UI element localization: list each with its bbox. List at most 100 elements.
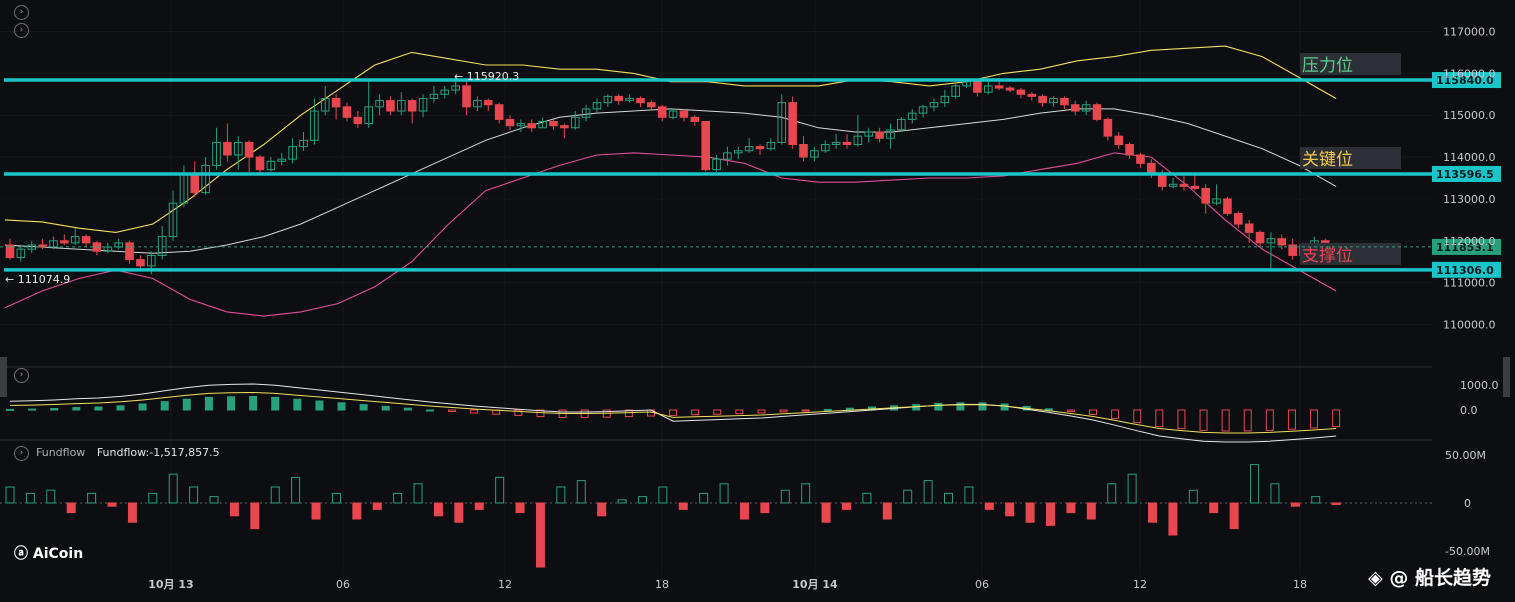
candle-body (310, 110, 319, 141)
chevron-right-icon[interactable]: › (14, 23, 29, 38)
candle-body (625, 97, 634, 102)
macd-bar (735, 409, 744, 415)
left-scroll-handle[interactable] (0, 357, 7, 397)
candle-body (603, 95, 613, 104)
candle-body (712, 158, 721, 171)
aicoin-logo: ⓐ AiCoin (14, 543, 83, 563)
candle-body (255, 156, 265, 171)
macd-tick-label: 0.0 (1460, 404, 1478, 417)
fundflow-tick-label: 0 (1464, 497, 1471, 510)
aicoin-logo-icon: ⓐ (14, 546, 28, 562)
macd-bar (801, 409, 810, 412)
candle-body (614, 95, 624, 102)
fundflow-bar (433, 502, 443, 517)
right-scroll-handle[interactable] (1503, 357, 1510, 397)
candle-body (875, 131, 884, 139)
chevron-right-icon[interactable]: › (14, 5, 29, 20)
macd-bar (315, 400, 324, 411)
candle-body (386, 100, 395, 112)
candle-body (994, 85, 1004, 89)
candle-body (570, 116, 580, 129)
fundflow-bar (903, 489, 913, 504)
candle-body (483, 100, 493, 106)
candle-body (212, 141, 221, 166)
candle-body (581, 108, 591, 118)
macd-bar (1332, 409, 1341, 427)
candle-body (60, 240, 69, 244)
zone-label-box (1300, 146, 1401, 169)
collapse-icon[interactable]: › (14, 446, 29, 461)
macd-bar (403, 407, 412, 411)
fundflow-bar (1188, 489, 1198, 504)
fundflow-bar (617, 499, 627, 504)
fundflow-bar (1107, 483, 1117, 504)
macd-bar (204, 396, 213, 411)
zone-label-box (1300, 53, 1401, 76)
level-tag (1432, 261, 1501, 278)
fundflow-bar (801, 483, 811, 504)
candle-body (1070, 104, 1080, 112)
candle-body (375, 100, 384, 108)
macd-bar (94, 406, 103, 411)
candle-body (527, 123, 537, 129)
candle-body (299, 139, 308, 148)
macd-bar (160, 401, 169, 411)
candle-body (1125, 144, 1134, 156)
fundflow-bar (678, 502, 688, 510)
time-axis[interactable]: 10月 13 06 12 18 10月 14 06 12 18 (148, 578, 1307, 591)
time-tick-label: 12 (1133, 578, 1147, 591)
macd-bar (28, 408, 37, 411)
current-price-tag (1432, 238, 1501, 255)
macd-tick-label: 1000.0 (1460, 379, 1499, 392)
fundflow-bar (964, 486, 974, 504)
price-axis[interactable]: 117000.0 116000.0 115000.0 114000.0 113000.0… (1443, 26, 1499, 559)
fundflow-bar (739, 502, 749, 520)
fundflow-bar (1066, 502, 1076, 514)
level-tag-text: 115840.0 (1436, 74, 1494, 87)
candle-body (886, 129, 895, 139)
macd-bar (823, 408, 832, 411)
fundflow-bar (168, 473, 178, 504)
candle-body (114, 242, 124, 248)
fundflow-bar (637, 496, 647, 504)
candle-body (766, 141, 776, 150)
candle-body (810, 150, 819, 158)
fundflow-value: Fundflow:-1,517,857.5 (96, 446, 220, 459)
price-tick-label: 110000.0 (1443, 319, 1496, 332)
macd-bar (1310, 409, 1319, 429)
candle-body (723, 152, 732, 160)
candle-body (16, 248, 26, 259)
macd-bar (1287, 409, 1296, 430)
macd-bar (116, 405, 125, 411)
boll-mid-line (4, 108, 1337, 254)
fundflow-bar (1331, 502, 1341, 506)
price-tick-label: 117000.0 (1443, 26, 1496, 39)
candle-body (49, 240, 58, 248)
candle-body (733, 150, 743, 154)
candle-body (951, 85, 960, 97)
candle-body (429, 93, 439, 99)
fundflow-bar (331, 492, 341, 504)
fundflow-bar (107, 502, 117, 507)
fundflow-bar (1209, 502, 1219, 514)
candle-body (1288, 244, 1297, 256)
fundflow-bar (1086, 502, 1096, 520)
fundflow-bar (1025, 502, 1035, 523)
candle-body (897, 118, 906, 131)
candle-body (136, 259, 145, 267)
fundflow-bar (597, 502, 607, 517)
zone-label: 压力位 (1302, 56, 1353, 76)
candle-body (440, 89, 450, 95)
grid-lines (0, 0, 1432, 575)
price-levels[interactable]: 压力位 115840.0 关键位 113596.5 支撑位 111306.0 (4, 53, 1501, 278)
macd-bar (138, 403, 147, 411)
high-annotation: ← 115920.3 (454, 70, 519, 83)
fundflow-bar (1311, 496, 1321, 504)
candle-body (407, 100, 417, 112)
candle-body (820, 144, 830, 152)
candle-body (1223, 198, 1232, 215)
collapse-icon[interactable]: › (14, 368, 29, 383)
macd-bar (227, 396, 236, 411)
macd-bar (72, 407, 81, 411)
